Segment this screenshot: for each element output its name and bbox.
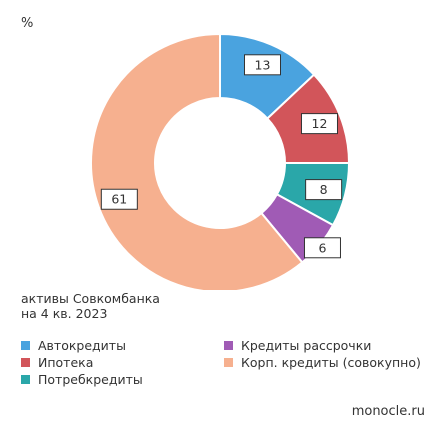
- value-label-text: 8: [320, 182, 328, 197]
- legend-swatch: [21, 358, 30, 367]
- value-label-box: [303, 237, 341, 259]
- chart-caption: активы Совкомбанка на 4 кв. 2023: [21, 291, 160, 321]
- value-label-text: 61: [111, 192, 127, 207]
- unit-label: %: [21, 16, 34, 31]
- legend-swatch: [224, 358, 233, 367]
- donut-chart: 13 12 8 6 61: [90, 32, 351, 290]
- value-label-text: 12: [312, 116, 328, 131]
- slice-corporate-credits: [90, 32, 304, 290]
- legend-label: Потребкредиты: [38, 372, 143, 387]
- legend-label: Кредиты рассрочки: [241, 338, 372, 353]
- legend: Автокредиты Ипотека Потребкредиты Кредит…: [21, 338, 441, 398]
- value-label-box: [100, 188, 138, 210]
- legend-item-consumer-credits: Потребкредиты: [21, 372, 143, 387]
- legend-swatch: [21, 341, 30, 350]
- legend-label: Корп. кредиты (совокупно): [241, 355, 421, 370]
- value-label-consumer-credits: 8: [305, 179, 343, 201]
- value-label-text: 6: [319, 240, 327, 255]
- legend-item-autocredits: Автокредиты: [21, 338, 126, 353]
- legend-item-corporate-credits: Корп. кредиты (совокупно): [224, 355, 421, 370]
- legend-label: Ипотека: [38, 355, 94, 370]
- caption-line: активы Совкомбанка: [21, 291, 160, 306]
- value-label-text: 13: [255, 57, 271, 72]
- value-label-corporate-credits: 61: [100, 188, 138, 210]
- value-label-box: [305, 179, 343, 201]
- value-label-box: [243, 54, 281, 76]
- value-label-autocredits: 13: [243, 54, 281, 76]
- legend-swatch: [21, 375, 30, 384]
- value-label-installment-credits: 6: [303, 237, 341, 259]
- legend-item-installment-credits: Кредиты рассрочки: [224, 338, 371, 353]
- legend-swatch: [224, 341, 233, 350]
- source-credit: monocle.ru: [351, 404, 425, 419]
- caption-line: на 4 кв. 2023: [21, 306, 108, 321]
- legend-label: Автокредиты: [38, 338, 126, 353]
- value-label-mortgage: 12: [300, 113, 338, 135]
- legend-item-mortgage: Ипотека: [21, 355, 93, 370]
- value-label-box: [300, 113, 338, 135]
